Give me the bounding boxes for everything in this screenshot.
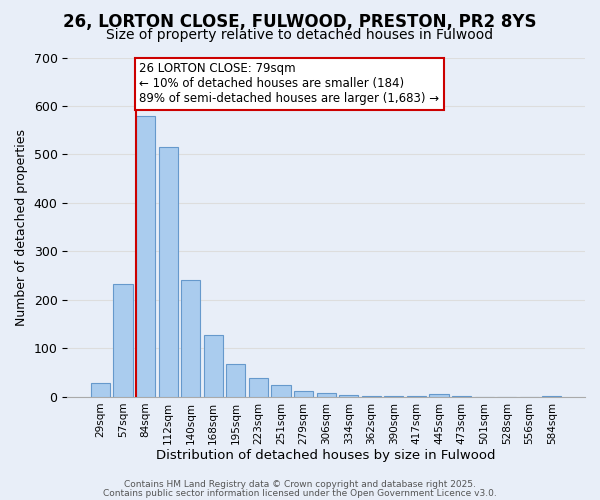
X-axis label: Distribution of detached houses by size in Fulwood: Distribution of detached houses by size … <box>157 450 496 462</box>
Bar <box>181 280 200 397</box>
Bar <box>136 116 155 397</box>
Bar <box>542 396 562 397</box>
Bar <box>249 378 268 397</box>
Text: 26, LORTON CLOSE, FULWOOD, PRESTON, PR2 8YS: 26, LORTON CLOSE, FULWOOD, PRESTON, PR2 … <box>63 12 537 30</box>
Text: Contains public sector information licensed under the Open Government Licence v3: Contains public sector information licen… <box>103 488 497 498</box>
Bar <box>113 284 133 397</box>
Text: Size of property relative to detached houses in Fulwood: Size of property relative to detached ho… <box>106 28 494 42</box>
Bar <box>384 396 403 397</box>
Text: 26 LORTON CLOSE: 79sqm
← 10% of detached houses are smaller (184)
89% of semi-de: 26 LORTON CLOSE: 79sqm ← 10% of detached… <box>139 62 439 106</box>
Text: Contains HM Land Registry data © Crown copyright and database right 2025.: Contains HM Land Registry data © Crown c… <box>124 480 476 489</box>
Bar <box>339 394 358 397</box>
Bar <box>91 384 110 397</box>
Bar <box>430 394 449 397</box>
Bar <box>226 364 245 397</box>
Bar <box>294 390 313 397</box>
Bar <box>158 147 178 397</box>
Y-axis label: Number of detached properties: Number of detached properties <box>15 128 28 326</box>
Bar <box>362 396 381 397</box>
Bar <box>203 336 223 397</box>
Bar <box>317 393 336 397</box>
Bar <box>271 385 290 397</box>
